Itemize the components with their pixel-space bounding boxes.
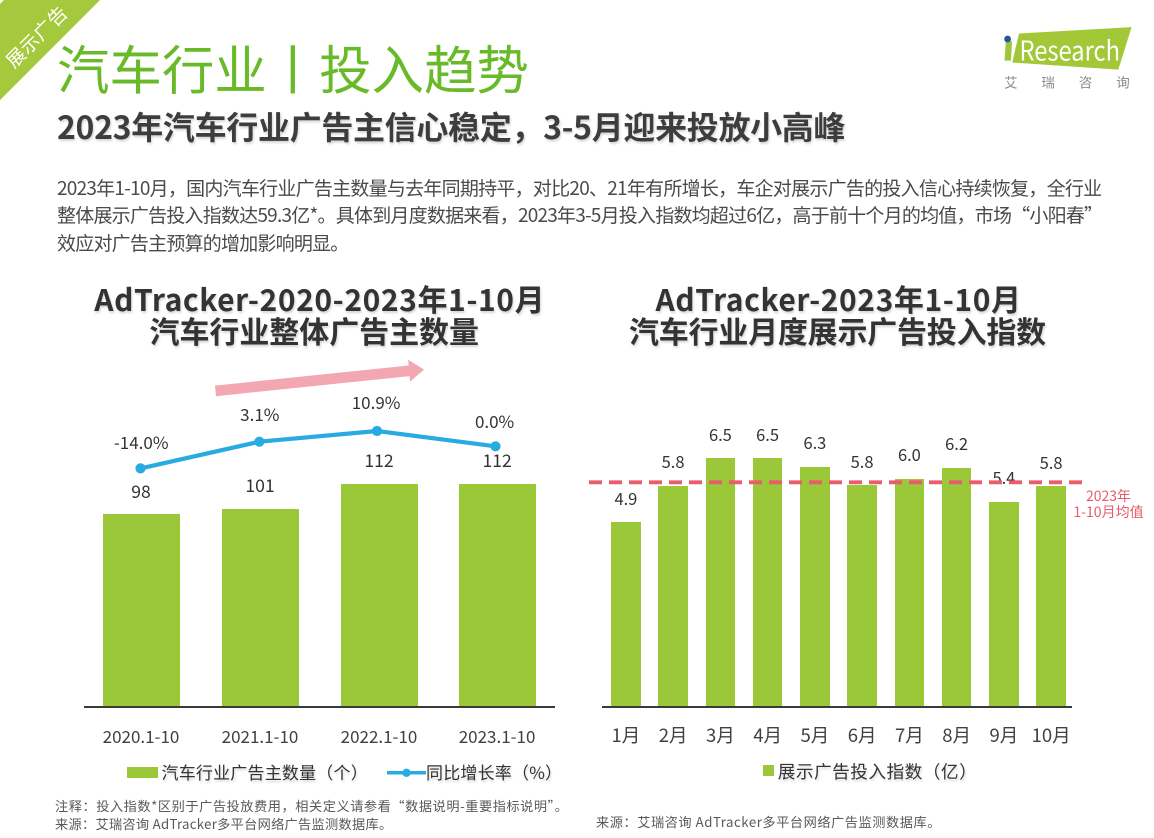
svg-text:艾瑞咨询: 艾瑞咨询 (1004, 72, 1154, 92)
svg-text:Research: Research (1020, 29, 1121, 68)
